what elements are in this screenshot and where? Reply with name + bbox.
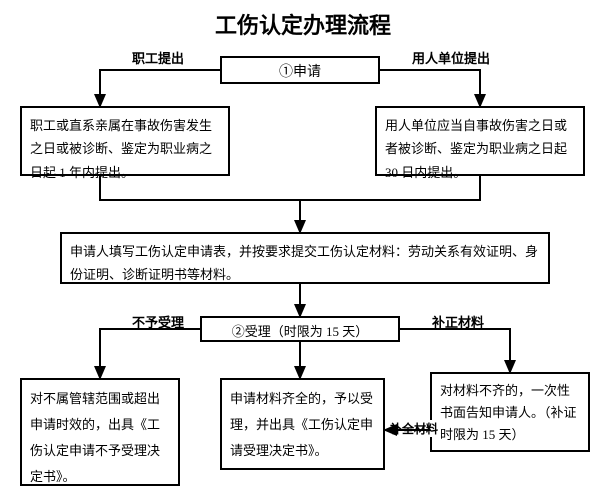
node-left-branch: 职工或直系亲属在事故伤害发生之日或被诊断、鉴定为职业病之日起 1 年内提出。 bbox=[20, 106, 230, 176]
node-right-branch: 用人单位应当自事故伤害之日或者被诊断、鉴定为职业病之日起 30 日内提出。 bbox=[375, 106, 585, 176]
label-need-more: 补正材料 bbox=[430, 312, 486, 331]
node-supplement: 对材料不齐的，一次性书面告知申请人。（补证时限为 15 天） bbox=[430, 372, 590, 452]
page-title: 工伤认定办理流程 bbox=[0, 8, 606, 40]
node-materials: 申请人填写工伤认定申请表，并按要求提交工伤认定材料：劳动关系有效证明、身份证明、… bbox=[60, 232, 550, 284]
node-step1: ①申请 bbox=[220, 56, 380, 84]
node-step2: ②受理（时限为 15 天） bbox=[200, 316, 400, 342]
label-employee-submit: 职工提出 bbox=[130, 48, 186, 67]
label-supply: 补全材料 bbox=[388, 420, 440, 437]
label-unit-submit: 用人单位提出 bbox=[410, 48, 492, 67]
node-accept: 申请材料齐全的，予以受理，并出具《工伤认定申请受理决定书》。 bbox=[220, 378, 385, 470]
label-no-accept: 不予受理 bbox=[130, 312, 186, 331]
node-reject: 对不属管辖范围或超出申请时效的，出具《工伤认定申请不予受理决定书》。 bbox=[20, 378, 180, 486]
